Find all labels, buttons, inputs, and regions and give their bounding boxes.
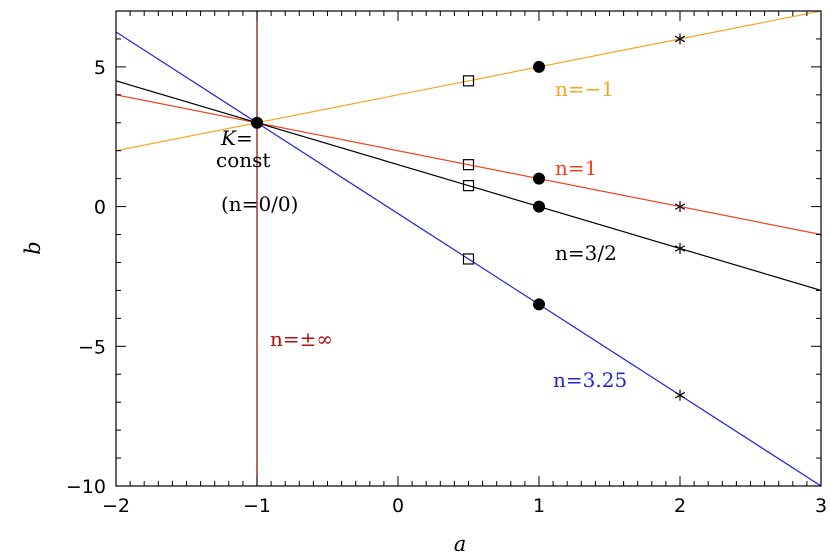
annotation-n-minus1: n=−1 [555,77,614,101]
square-marker [462,75,475,87]
star-marker [674,201,686,213]
annotation-n-3-25: n=3.25 [553,368,627,392]
series-group [116,11,821,486]
star-marker [674,243,686,254]
square-marker [462,253,475,265]
star-stroke [674,35,686,43]
dot-marker [533,172,545,185]
series-line-0 [116,11,821,152]
x-tick-label: 2 [674,495,686,517]
annotation-n-3-2: n=3/2 [555,241,617,265]
dot-marker [533,298,545,311]
common-point [251,116,263,129]
x-tick-label: 1 [533,495,545,517]
annotation-n-inf: n=±∞ [270,327,333,351]
annotation-k: K= [220,126,253,150]
annotation-k-text: K= [220,126,253,150]
series-line-3 [116,31,821,486]
plot-frame [115,10,822,487]
star-stroke [674,203,686,210]
x-tick-label: −2 [102,495,130,517]
dot-marker [533,60,545,73]
annotation-n-1: n=1 [555,156,597,180]
y-tick-label: 5 [94,57,106,79]
dot-marker [533,200,545,213]
annotation-n00: (n=0/0) [221,192,298,216]
star-marker [674,389,686,401]
plot-area [116,11,821,486]
annotation-const: const [216,148,270,172]
x-tick-label: 0 [392,495,404,517]
axes: −2 −1 0 1 2 3−10−505 [66,10,827,517]
x-axis-title: a [454,532,467,554]
series-line-1 [116,94,821,236]
star-marker [674,33,686,45]
star-stroke [674,391,686,399]
square-marker [462,159,475,171]
y-tick-label: 0 [94,197,106,219]
y-tick-label: −5 [78,336,106,358]
square-marker [462,180,475,192]
y-tick-label: −10 [66,476,106,498]
y-axis-title: b [21,241,45,254]
x-tick-label: 3 [815,495,827,517]
x-tick-label: −1 [243,495,271,517]
series-line-2 [116,80,821,291]
star-stroke [674,245,686,252]
